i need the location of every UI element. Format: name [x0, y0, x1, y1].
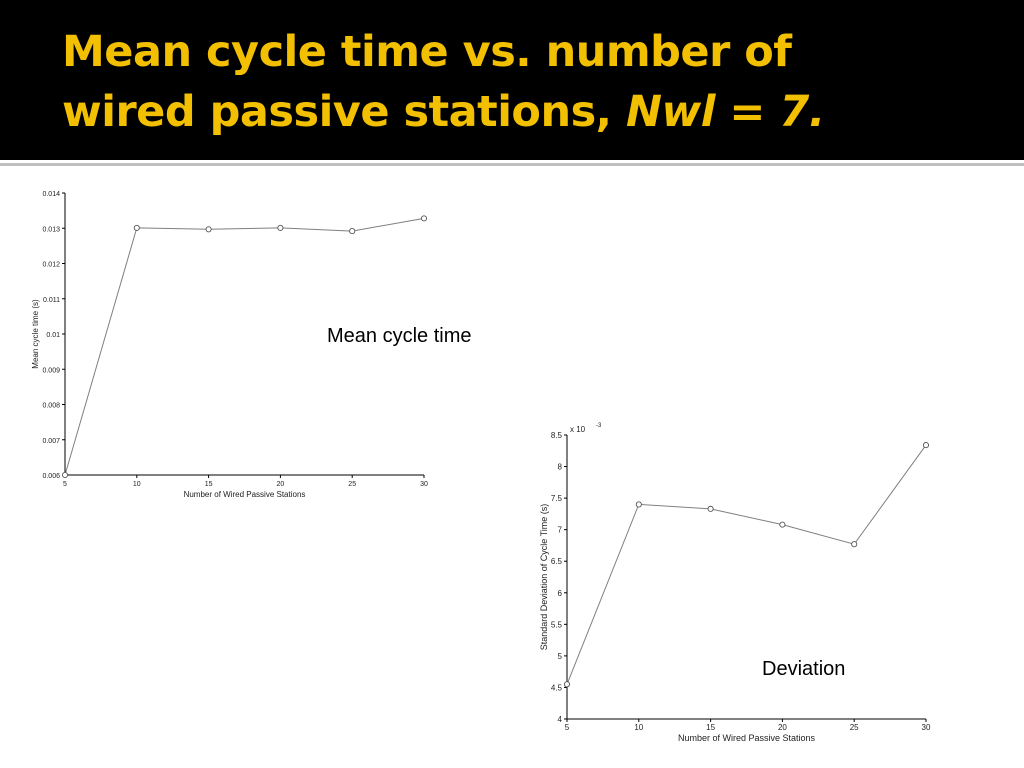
data-point	[277, 224, 284, 231]
data-point	[563, 681, 571, 688]
deviation-chart: 4 4.5 5 5.5 6 6.5 7 7.5 8 8.5 5 10 15 20 25 30 Number of…	[525, 415, 965, 745]
data-point	[349, 228, 356, 235]
title-line-1: Mean cycle time vs. number of	[62, 27, 792, 77]
title-line-2-italic: Nwl = 7.	[626, 87, 825, 137]
y-tick-label: 7	[558, 526, 563, 535]
data-point	[707, 505, 714, 512]
mean-cycle-time-plot: 0.006 0.007 0.008 0.009 0.01 0.011 0.012 0.013 0…	[31, 191, 428, 499]
series-line	[566, 444, 927, 685]
y-tick-label: 6	[558, 589, 563, 598]
y-tick-label: 0.006	[42, 473, 60, 480]
data-point	[635, 501, 642, 508]
x-axis-label: Number of Wired Passive Stations	[678, 733, 816, 743]
slide-title: Mean cycle time vs. number of wired passi…	[62, 22, 962, 142]
x-tick-label: 5	[63, 481, 67, 488]
x-tick-label: 10	[634, 723, 643, 732]
y-axis-label: Standard Deviation of Cycle Time (s)	[539, 504, 549, 651]
deviation-plot: 4 4.5 5 5.5 6 6.5 7 7.5 8 8.5 5 10 15 20 25 30 Number of…	[539, 423, 931, 743]
y-tick-label: 5.5	[551, 620, 563, 629]
title-line-2: wired passive stations,	[62, 87, 626, 137]
x-tick-label: 15	[205, 481, 213, 488]
y-tick-label: 0.011	[43, 297, 60, 304]
y-tick-label: 0.01	[46, 332, 60, 339]
series-line	[64, 217, 425, 476]
y-tick-label: 8	[558, 463, 563, 472]
data-point	[851, 541, 858, 548]
data-point	[61, 471, 69, 479]
data-point	[420, 215, 428, 222]
mean-cycle-time-chart: 0.006 0.007 0.008 0.009 0.01 0.011 0.012 0.013 0…	[0, 180, 460, 510]
y-tick-label: 0.009	[42, 367, 60, 374]
y-tick-label: 0.007	[42, 438, 60, 445]
data-point	[922, 442, 930, 449]
y-tick-label: 0.014	[42, 191, 60, 198]
y-axis-exponent: -3	[596, 423, 602, 429]
x-tick-label: 25	[850, 723, 859, 732]
y-tick-label: 0.012	[42, 262, 60, 269]
title-bar	[0, 0, 1024, 160]
data-point	[205, 226, 212, 233]
y-tick-label: 5	[558, 652, 563, 661]
x-tick-label: 20	[277, 481, 285, 488]
data-point	[779, 521, 786, 528]
y-tick-label: 7.5	[551, 494, 563, 503]
caption-deviation: Deviation	[762, 658, 846, 680]
y-tick-label: 4.5	[551, 683, 563, 692]
x-tick-label: 10	[133, 481, 141, 488]
x-tick-label: 15	[706, 723, 715, 732]
y-tick-label: 0.013	[42, 226, 60, 233]
x-axis-label: Number of Wired Passive Stations	[184, 490, 306, 499]
data-point	[133, 224, 140, 231]
y-axis-exponent-label: x 10	[570, 425, 586, 434]
y-tick-label: 4	[558, 715, 563, 724]
title-divider	[0, 163, 1024, 166]
y-tick-label: 8.5	[551, 431, 563, 440]
x-tick-label: 30	[420, 481, 428, 488]
y-axis-label: Mean cycle time (s)	[31, 299, 40, 369]
x-tick-label: 5	[565, 723, 570, 732]
y-tick-label: 6.5	[551, 557, 563, 566]
x-tick-label: 25	[348, 481, 356, 488]
x-tick-label: 30	[922, 723, 931, 732]
y-tick-label: 0.008	[42, 403, 60, 410]
caption-mean-cycle-time: Mean cycle time	[327, 325, 472, 347]
x-tick-label: 20	[778, 723, 787, 732]
